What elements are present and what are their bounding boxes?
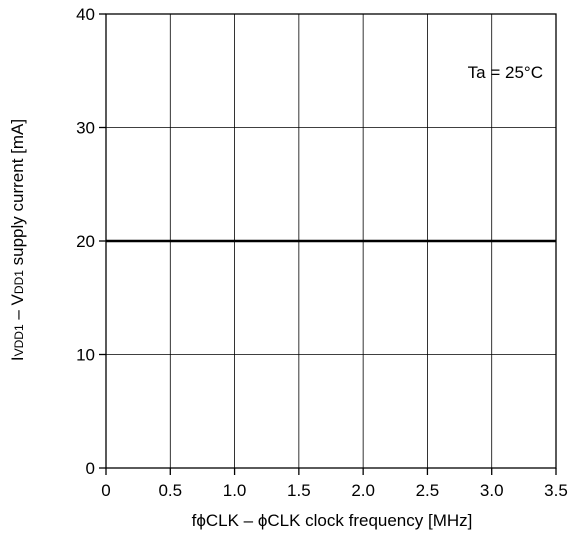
x-tick-label: 2.0 <box>351 481 375 500</box>
y-axis-label: IVDD1 – VDD1 supply current [mA] <box>8 119 27 361</box>
x-tick-label: 0 <box>101 481 110 500</box>
tick-marks <box>99 13 557 475</box>
x-tick-label: 1.0 <box>223 481 247 500</box>
y-axis-label-subscript-1: VDD1 <box>12 324 26 356</box>
y-tick-label: 30 <box>76 119 95 138</box>
y-axis-label-middle: – V <box>8 293 27 324</box>
y-tick-label: 40 <box>76 5 95 24</box>
y-tick-label: 10 <box>76 346 95 365</box>
x-axis-label: fϕCLK – ϕCLK clock frequency [MHz] <box>192 511 473 530</box>
x-tick-label: 3.0 <box>480 481 504 500</box>
y-axis-tick-labels: 0 10 20 30 40 <box>76 5 95 478</box>
temperature-annotation: Ta = 25°C <box>468 63 543 82</box>
x-tick-label: 0.5 <box>158 481 182 500</box>
x-tick-label: 2.5 <box>416 481 440 500</box>
y-axis-label-tail: supply current [mA] <box>8 119 27 270</box>
x-axis-tick-labels: 0 0.5 1.0 1.5 2.0 2.5 3.0 3.5 <box>101 481 568 500</box>
y-axis-label-main: I <box>8 356 27 361</box>
y-axis-label-subscript-2: DD1 <box>12 270 26 294</box>
y-tick-label: 0 <box>86 459 95 478</box>
y-tick-label: 20 <box>76 232 95 251</box>
x-tick-label: 3.5 <box>544 481 568 500</box>
x-tick-label: 1.5 <box>287 481 311 500</box>
